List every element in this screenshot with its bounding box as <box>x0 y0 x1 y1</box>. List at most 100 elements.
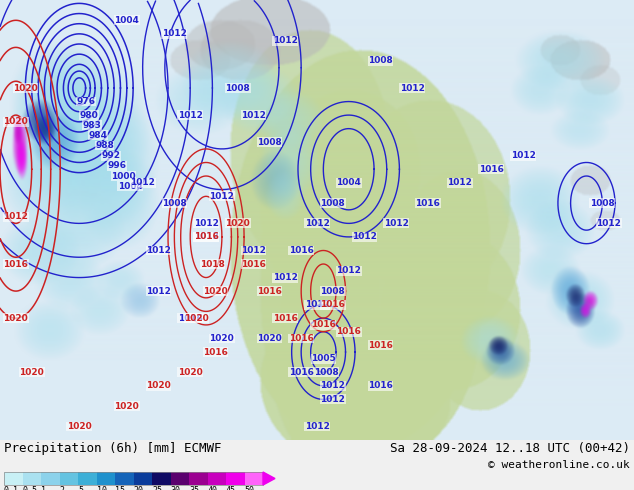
Bar <box>134 472 152 485</box>
Bar <box>226 472 245 485</box>
Text: 1020: 1020 <box>184 314 209 323</box>
Text: 1012: 1012 <box>162 29 187 38</box>
Text: 1012: 1012 <box>304 219 330 228</box>
Text: 1004: 1004 <box>336 178 361 187</box>
Text: 1016: 1016 <box>193 232 219 242</box>
Text: 1016: 1016 <box>203 347 228 357</box>
Text: 1020: 1020 <box>67 422 92 431</box>
Text: 980: 980 <box>79 111 98 120</box>
Text: 1012: 1012 <box>447 178 472 187</box>
Text: 5: 5 <box>78 486 83 490</box>
Text: 1016: 1016 <box>288 246 314 255</box>
Polygon shape <box>263 472 275 485</box>
Text: 1012: 1012 <box>273 36 298 45</box>
Text: 1012: 1012 <box>178 111 203 120</box>
Bar <box>207 472 226 485</box>
Text: 1012: 1012 <box>320 395 346 404</box>
Bar <box>41 472 60 485</box>
Text: 1012: 1012 <box>336 266 361 275</box>
Text: 1016: 1016 <box>368 341 393 350</box>
Bar <box>22 472 41 485</box>
Text: 25: 25 <box>152 486 162 490</box>
Text: 1012: 1012 <box>320 381 346 391</box>
Text: 30: 30 <box>171 486 181 490</box>
Text: 1000: 1000 <box>112 172 136 180</box>
Text: 40: 40 <box>207 486 217 490</box>
Text: 1016: 1016 <box>288 368 314 377</box>
Text: 1005: 1005 <box>311 354 336 363</box>
Text: 50: 50 <box>245 486 254 490</box>
Text: 1012: 1012 <box>130 178 155 187</box>
Text: 1016: 1016 <box>479 165 504 174</box>
Text: 15: 15 <box>115 486 125 490</box>
Text: 1008: 1008 <box>314 368 339 377</box>
Bar <box>115 472 134 485</box>
Text: 1020: 1020 <box>257 334 282 343</box>
Text: 1012: 1012 <box>3 212 29 221</box>
Text: 45: 45 <box>226 486 236 490</box>
Bar <box>152 472 171 485</box>
Text: 1016: 1016 <box>178 314 203 323</box>
Text: 1008: 1008 <box>590 198 615 208</box>
Text: 983: 983 <box>82 121 101 130</box>
Text: 1012: 1012 <box>304 422 330 431</box>
Text: 20: 20 <box>134 486 143 490</box>
Text: 1020: 1020 <box>178 368 203 377</box>
Bar <box>245 472 263 485</box>
Text: 1016: 1016 <box>320 300 346 309</box>
Text: Sa 28-09-2024 12..18 UTC (00+42): Sa 28-09-2024 12..18 UTC (00+42) <box>390 442 630 455</box>
Text: 10: 10 <box>96 486 107 490</box>
Bar <box>4 472 263 485</box>
Bar <box>60 472 78 485</box>
Text: 996: 996 <box>108 161 127 171</box>
Text: 1012: 1012 <box>273 273 298 282</box>
Text: 35: 35 <box>189 486 199 490</box>
Text: 1012: 1012 <box>193 232 219 242</box>
Text: 1012: 1012 <box>304 300 330 309</box>
Text: 1020: 1020 <box>146 381 171 391</box>
Text: 1016: 1016 <box>288 334 314 343</box>
Text: 1016: 1016 <box>273 314 298 323</box>
Text: 984: 984 <box>89 131 108 140</box>
Text: 1012: 1012 <box>399 83 425 93</box>
Text: Precipitation (6h) [mm] ECMWF: Precipitation (6h) [mm] ECMWF <box>4 442 221 455</box>
Text: 1016: 1016 <box>3 260 29 269</box>
Text: 1016: 1016 <box>241 260 266 269</box>
Text: 1012: 1012 <box>510 151 536 160</box>
Text: 0.1: 0.1 <box>4 486 19 490</box>
Text: 1016: 1016 <box>311 320 336 329</box>
Text: 1012: 1012 <box>209 192 235 201</box>
Bar <box>4 472 22 485</box>
Text: 1008: 1008 <box>320 198 346 208</box>
Text: 1008: 1008 <box>225 83 250 93</box>
Text: 1020: 1020 <box>19 368 44 377</box>
Text: 1018: 1018 <box>200 260 225 269</box>
Text: 1: 1 <box>41 486 46 490</box>
Text: 1020: 1020 <box>209 334 235 343</box>
Text: 1020: 1020 <box>225 219 250 228</box>
Text: 1016: 1016 <box>257 287 282 295</box>
Text: 1020: 1020 <box>13 83 38 93</box>
Text: 1008: 1008 <box>368 56 393 66</box>
Text: 1012: 1012 <box>146 246 171 255</box>
Text: 0.5: 0.5 <box>22 486 37 490</box>
Text: 1008: 1008 <box>162 198 187 208</box>
Text: 1016: 1016 <box>368 381 393 391</box>
Text: 2: 2 <box>60 486 65 490</box>
Text: © weatheronline.co.uk: © weatheronline.co.uk <box>488 460 630 470</box>
Text: 1012: 1012 <box>352 232 377 242</box>
Text: 1008: 1008 <box>320 287 346 295</box>
Text: 1020: 1020 <box>203 287 228 295</box>
Bar <box>171 472 189 485</box>
Text: 1012: 1012 <box>596 219 621 228</box>
Bar <box>78 472 96 485</box>
Text: 1016: 1016 <box>336 327 361 336</box>
Text: 1012: 1012 <box>384 219 409 228</box>
Bar <box>96 472 115 485</box>
Text: 1012: 1012 <box>193 219 219 228</box>
Text: 1012: 1012 <box>241 111 266 120</box>
Bar <box>189 472 207 485</box>
Text: 992: 992 <box>101 151 120 160</box>
Text: 1012: 1012 <box>146 287 171 295</box>
Text: 976: 976 <box>76 97 95 106</box>
